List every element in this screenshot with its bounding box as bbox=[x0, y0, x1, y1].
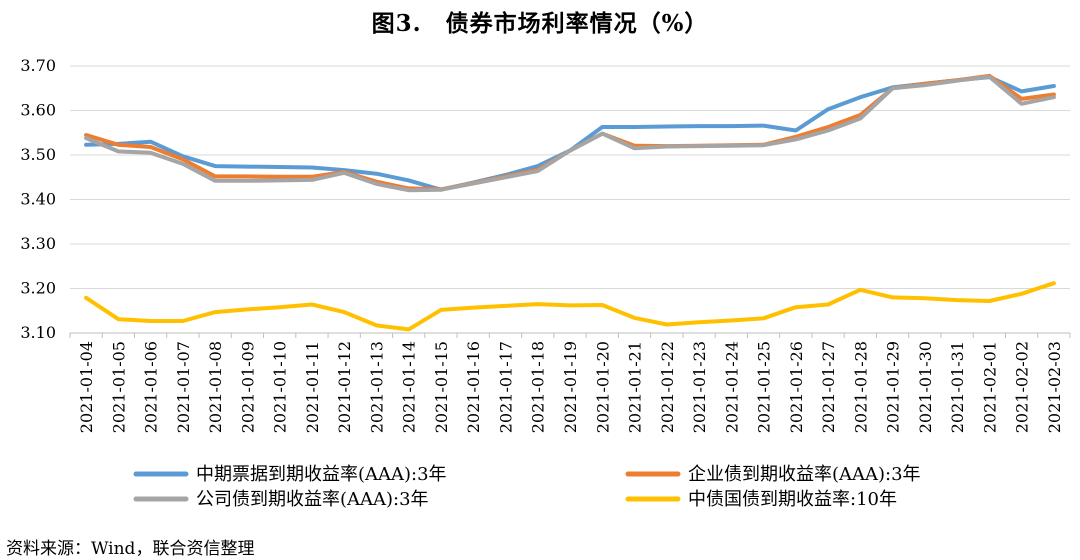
x-tick-label: 2021-01-28 bbox=[851, 341, 870, 433]
x-tick-label: 2021-01-30 bbox=[916, 341, 935, 433]
x-tick-label: 2021-01-14 bbox=[400, 341, 419, 433]
x-tick-label: 2021-01-12 bbox=[335, 341, 354, 433]
x-tick-label: 2021-01-21 bbox=[626, 341, 645, 433]
gridlines bbox=[70, 65, 1070, 289]
x-tick-label: 2021-01-10 bbox=[271, 341, 290, 433]
series-line bbox=[84, 73, 1056, 192]
x-tick-label: 2021-01-09 bbox=[238, 341, 257, 433]
x-tick-label: 2021-01-29 bbox=[884, 341, 903, 433]
x-tick-label: 2021-01-22 bbox=[658, 341, 677, 433]
y-tick-label: 3.20 bbox=[20, 279, 56, 298]
legend: 中期票据到期收益率(AAA):3年 企业债到期收益率(AAA):3年公司债到期收益… bbox=[133, 464, 921, 510]
legend-label: 中债国债到期收益率:10年 bbox=[688, 489, 897, 510]
x-tick-label: 2021-01-08 bbox=[206, 341, 225, 433]
x-tick-label: 2021-01-31 bbox=[948, 341, 967, 433]
y-tick-label: 3.10 bbox=[20, 323, 56, 342]
x-tick-label: 2021-01-07 bbox=[174, 341, 193, 433]
series-line bbox=[84, 75, 1056, 192]
x-tick-label: 2021-02-01 bbox=[980, 341, 999, 433]
y-tick-label: 3.60 bbox=[20, 101, 56, 120]
x-tick-label: 2021-01-13 bbox=[367, 341, 386, 433]
x-tick-label: 2021-01-16 bbox=[464, 341, 483, 433]
x-tick-label: 2021-01-06 bbox=[142, 341, 161, 433]
x-axis: 2021-01-04 2021-01-05 2021-01-06 2021-01-07… bbox=[69, 332, 1071, 433]
x-tick-label: 2021-02-03 bbox=[1045, 341, 1064, 433]
y-axis: 3.10 3.20 3.30 3.40 3.50 3.60 3.70 bbox=[20, 56, 56, 342]
x-tick-label: 2021-01-25 bbox=[755, 341, 774, 433]
source-note: 资料来源：Wind，联合资信整理 bbox=[6, 539, 255, 559]
legend-label: 企业债到期收益率(AAA):3年 bbox=[688, 464, 921, 485]
x-tick-label: 2021-01-05 bbox=[109, 341, 128, 433]
x-tick-label: 2021-01-27 bbox=[819, 341, 838, 433]
y-tick-label: 3.70 bbox=[20, 56, 56, 75]
series-line bbox=[84, 281, 1056, 332]
y-tick-label: 3.40 bbox=[20, 190, 56, 209]
x-tick-label: 2021-01-11 bbox=[303, 341, 322, 433]
y-tick-label: 3.30 bbox=[20, 234, 56, 253]
legend-label: 中期票据到期收益率(AAA):3年 bbox=[196, 464, 447, 485]
x-tick-label: 2021-01-26 bbox=[787, 341, 806, 433]
x-tick-label: 2021-01-04 bbox=[77, 341, 96, 433]
x-tick-label: 2021-01-15 bbox=[432, 341, 451, 433]
x-tick-label: 2021-01-19 bbox=[561, 341, 580, 433]
chart-title: 图3. 债券市场利率情况（%） bbox=[371, 10, 709, 37]
x-tick-label: 2021-01-24 bbox=[722, 341, 741, 433]
series-lines bbox=[84, 73, 1056, 332]
x-tick-label: 2021-02-02 bbox=[1013, 341, 1032, 433]
y-tick-label: 3.50 bbox=[20, 145, 56, 164]
series-line bbox=[84, 74, 1056, 193]
x-tick-label: 2021-01-23 bbox=[690, 341, 709, 433]
x-tick-label: 2021-01-18 bbox=[529, 341, 548, 433]
legend-label: 公司债到期收益率(AAA):3年 bbox=[196, 489, 429, 510]
line-chart: 3.103.203.303.403.503.603.70 2021-01-04 2… bbox=[20, 56, 1071, 510]
x-tick-label: 2021-01-17 bbox=[496, 341, 515, 433]
x-tick-label: 2021-01-20 bbox=[593, 341, 612, 433]
